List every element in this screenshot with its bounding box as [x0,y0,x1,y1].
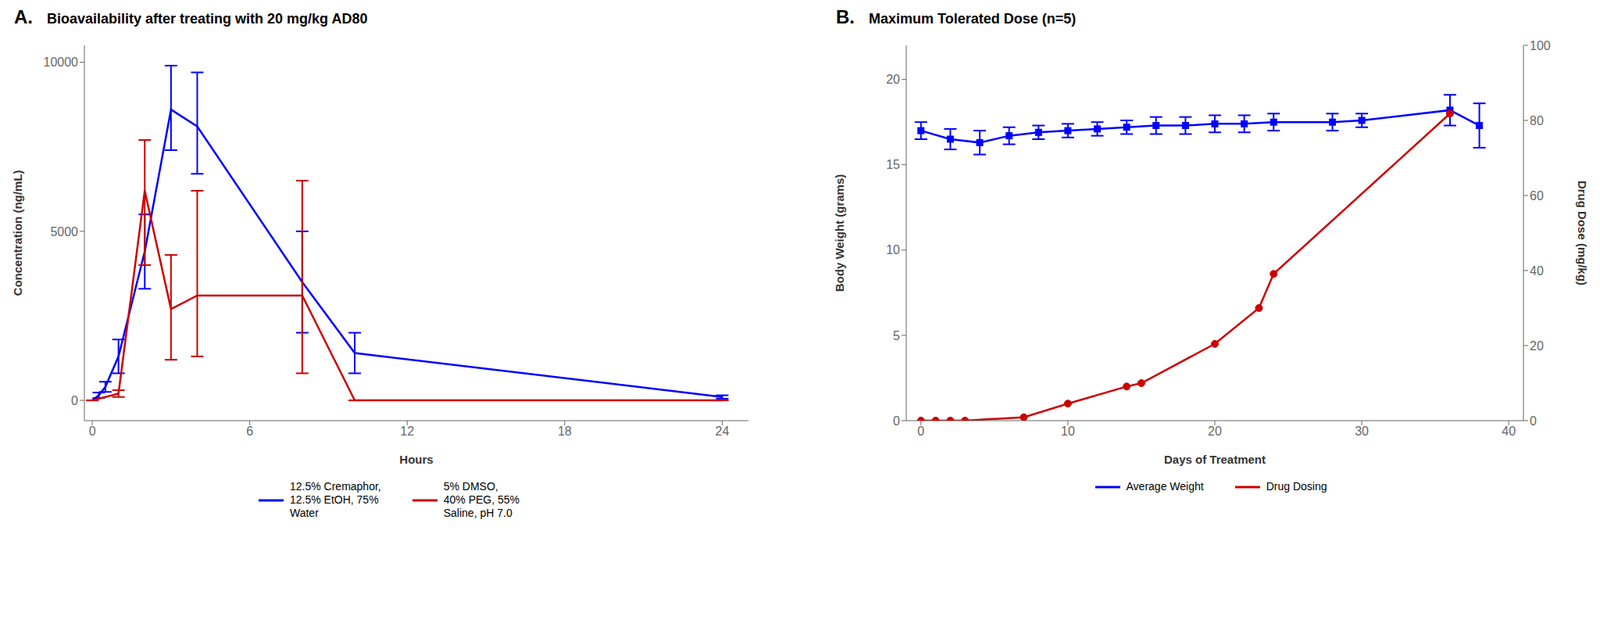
html-text:A.: A. [14,6,33,28]
svg-text:60: 60 [1529,189,1544,203]
svg-text:0: 0 [89,424,97,438]
svg-text:Days of Treatment: Days of Treatment [1164,452,1266,466]
svg-text:20: 20 [885,72,900,86]
svg-text:40: 40 [1529,264,1544,278]
svg-text:15: 15 [885,157,900,172]
svg-text:40: 40 [1501,424,1516,438]
svg-text:6: 6 [246,424,254,438]
svg-text:12: 12 [400,424,415,438]
svg-text:80: 80 [1529,114,1544,128]
svg-text:30: 30 [1354,424,1369,438]
svg-text:100: 100 [1529,39,1551,53]
svg-text:0: 0 [71,393,79,408]
svg-text:10000: 10000 [43,55,79,69]
html-text:5% DMSO, 40% PEG, 55% Saline,: 5% DMSO, 40% PEG, 55% Saline, pH 7.0 [443,479,520,519]
svg-text:Concentration (ng/mL): Concentration (ng/mL) [10,170,25,297]
svg-text:Drug Dose (mg/kg): Drug Dose (mg/kg) [1575,180,1590,286]
svg-text:0: 0 [892,414,900,428]
html-text:Average Weight: Average Weight [1126,479,1204,493]
svg-text:18: 18 [557,424,572,438]
svg-text:Hours: Hours [399,452,433,466]
svg-text:10: 10 [885,242,900,257]
html-text:B.: B. [835,6,855,28]
html-text:12.5% Cremaphor, 12.5% EtOH, 7: 12.5% Cremaphor, 12.5% EtOH, 75% Water [289,479,382,519]
html-text:Bioavailability after treating: Bioavailability after treating with 20 m… [46,10,368,27]
svg-text:0: 0 [1529,414,1537,428]
html-text:Drug Dosing: Drug Dosing [1266,479,1327,493]
svg-text:20: 20 [1529,339,1544,353]
svg-text:24: 24 [715,424,730,438]
svg-text:Body Weight (grams): Body Weight (grams) [832,174,847,293]
svg-text:5: 5 [892,328,900,343]
html-text:Maximum Tolerated Dose (n=5): Maximum Tolerated Dose (n=5) [868,10,1076,27]
svg-text:10: 10 [1060,424,1075,438]
svg-text:20: 20 [1207,424,1222,438]
svg-text:0: 0 [917,424,925,438]
svg-text:5000: 5000 [50,225,79,239]
